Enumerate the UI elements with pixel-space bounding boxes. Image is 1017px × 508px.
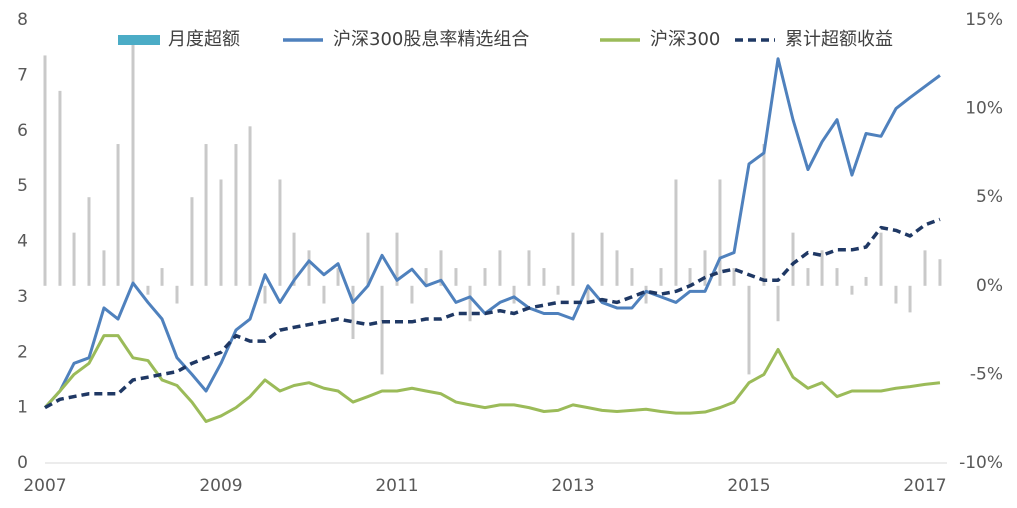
bar [586,285,590,304]
bar [87,197,91,286]
bar [776,285,780,322]
x-tick-label: 2013 [551,476,594,496]
bar [791,232,795,286]
bar [102,250,106,286]
bar [410,285,414,304]
bar [835,268,839,286]
bar [806,268,810,286]
y-tick-label: 7 [17,65,28,85]
bar [439,250,443,286]
bar [424,268,428,286]
bar [923,250,927,286]
y2-tick-label: -5% [970,364,1003,384]
bar [630,268,634,286]
bar [307,250,311,286]
y2-tick-label: 10% [965,99,1003,119]
line-series [43,334,941,423]
bar [322,285,326,304]
bar [571,232,575,286]
bar [894,285,898,304]
bar [160,268,164,286]
y-tick-label: 1 [17,398,28,418]
legend-swatch [118,35,160,45]
bar [938,259,942,286]
y2-tick-label: 5% [976,187,1003,207]
bar [747,285,751,375]
bar [908,285,912,313]
bar [864,276,868,286]
bar [718,179,722,286]
bar [659,268,663,286]
bar [498,250,502,286]
bar [380,285,384,375]
bar [527,250,531,286]
line-series [44,217,941,410]
y-tick-label: 0 [17,453,28,473]
x-tick-label: 2011 [375,476,418,496]
bar [336,268,340,286]
bar [351,285,355,339]
bar [204,144,208,286]
bar [131,37,135,286]
bar [219,179,223,286]
bar [688,268,692,286]
bar [615,250,619,286]
y-tick-label: 3 [17,287,28,307]
line-series [43,57,941,409]
legend-label: 沪深300股息率精选组合 [333,29,529,50]
bar [278,179,282,286]
bar [190,197,194,286]
y-tick-label: 8 [17,10,28,30]
bar [674,179,678,286]
legend-label: 月度超额 [168,29,240,50]
x-tick-label: 2017 [903,476,946,496]
x-tick-label: 2007 [23,476,66,496]
y2-tick-label: 15% [965,10,1003,30]
bar [879,232,883,286]
y-tick-label: 5 [17,176,28,196]
bar [248,126,252,286]
bar [600,232,604,286]
y-tick-label: 4 [17,232,28,252]
bar [556,285,560,295]
legend-label: 沪深300 [650,29,720,50]
y2-tick-label: -10% [959,453,1003,473]
bar [292,232,296,286]
bar [263,285,267,304]
bar [72,232,76,286]
bar [395,232,399,286]
bar [454,268,458,286]
bar [644,285,648,304]
bar [366,232,370,286]
bar [762,144,766,286]
bar [483,268,487,286]
bar [43,55,47,286]
bar [542,268,546,286]
y-tick-label: 6 [17,121,28,141]
legend-label: 累计超额收益 [785,29,893,50]
bar [116,144,120,286]
bar [732,268,736,286]
bar [468,285,472,322]
bar [820,250,824,286]
bar [512,285,516,304]
x-tick-label: 2015 [727,476,770,496]
y-tick-label: 2 [17,342,28,362]
bar [175,285,179,304]
bar [234,144,238,286]
y2-tick-label: 0% [976,276,1003,296]
bar [58,90,62,286]
bar [146,285,150,295]
bar [703,250,707,286]
bar [850,285,854,295]
x-tick-label: 2009 [199,476,242,496]
